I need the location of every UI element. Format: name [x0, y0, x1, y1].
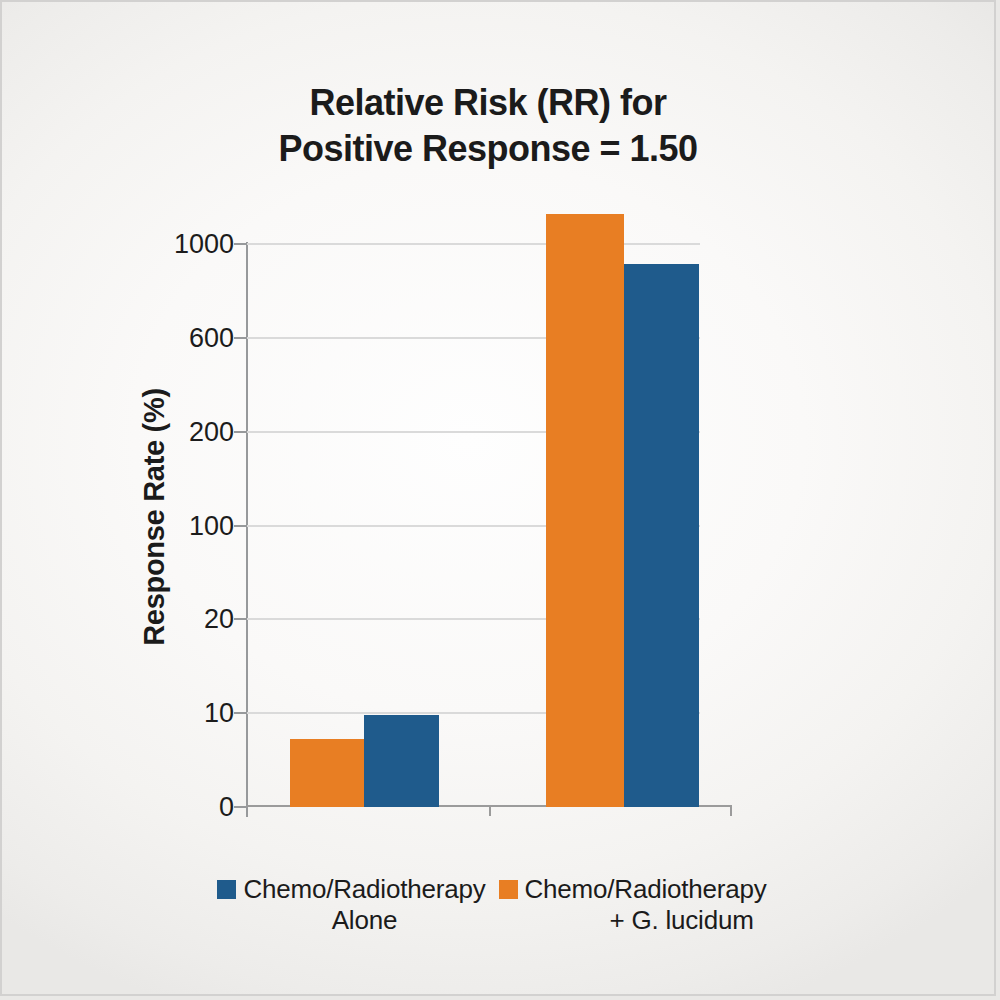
bar-alone-group1 [364, 715, 439, 807]
x-axis-tick-right [730, 807, 732, 816]
y-tick-label-200: 200 [114, 419, 234, 446]
y-axis-line [246, 242, 248, 817]
legend-swatch-orange [499, 880, 518, 899]
bar-alone-group2 [624, 264, 699, 807]
y-tick-mark-0 [234, 806, 247, 808]
chart-title: Relative Risk (RR) for Positive Response… [2, 80, 974, 172]
legend-item-alone: Chemo/Radiotherapy Alone [217, 874, 485, 936]
y-tick-label-0: 0 [114, 794, 234, 821]
legend: Chemo/Radiotherapy Alone Chemo/Radiother… [2, 874, 982, 936]
gridline-1000 [247, 243, 700, 245]
legend-item-glucidum: Chemo/Radiotherapy + G. lucidum [499, 874, 767, 936]
legend-swatch-blue [217, 880, 236, 899]
y-tick-mark-20 [234, 618, 247, 620]
chart-title-line1: Relative Risk (RR) for [2, 80, 974, 126]
y-tick-mark-100 [234, 525, 247, 527]
plot-area: 100060020010020100 [247, 244, 732, 807]
y-tick-label-600: 600 [114, 325, 234, 352]
y-tick-label-10: 10 [114, 700, 234, 727]
y-tick-mark-200 [234, 431, 247, 433]
x-axis-tick-middle [489, 807, 491, 816]
y-tick-label-1000: 1000 [114, 231, 234, 258]
chart-title-line2: Positive Response = 1.50 [2, 126, 974, 172]
y-tick-label-100: 100 [114, 513, 234, 540]
bar-glucidum-group1 [290, 739, 364, 807]
bar-glucidum-group2 [546, 214, 624, 807]
chart-canvas: Relative Risk (RR) for Positive Response… [0, 0, 996, 996]
y-tick-label-20: 20 [114, 606, 234, 633]
y-tick-mark-1000 [234, 243, 247, 245]
y-tick-mark-600 [234, 337, 247, 339]
legend-label-glucidum: Chemo/Radiotherapy + G. lucidum [525, 874, 767, 936]
y-tick-mark-10 [234, 712, 247, 714]
legend-label-alone: Chemo/Radiotherapy Alone [243, 874, 485, 936]
